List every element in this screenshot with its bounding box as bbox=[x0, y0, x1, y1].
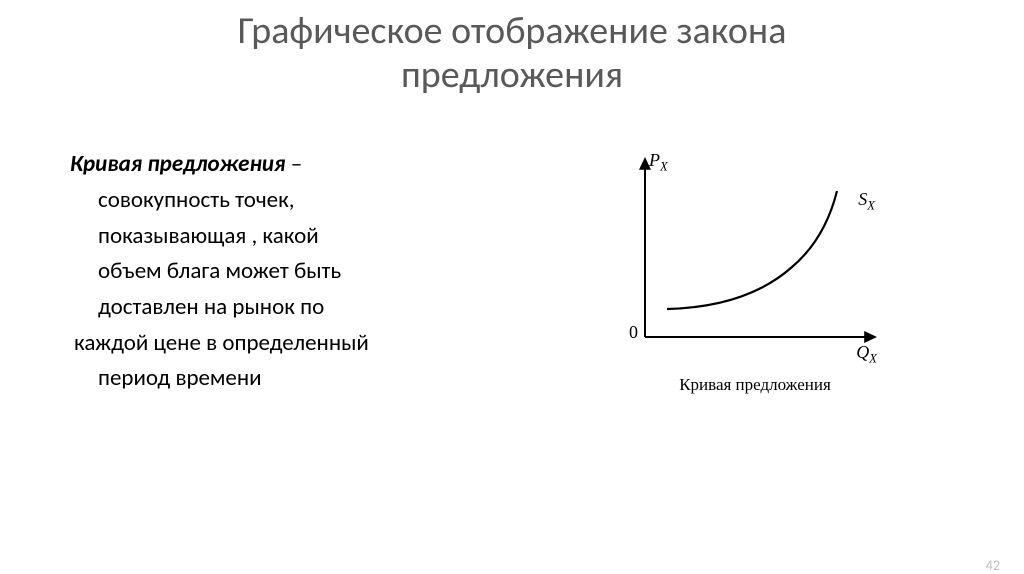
title-line-1: Графическое отображение закона bbox=[238, 8, 787, 54]
definition-line: совокупность точек, bbox=[70, 183, 500, 219]
slide: Графическое отображение закона предложен… bbox=[0, 10, 1024, 574]
definition-term: Кривая предложения bbox=[70, 150, 286, 178]
definition-line: период времени bbox=[70, 361, 500, 397]
x-axis-label-main: Q bbox=[856, 342, 869, 362]
chart-column: PX SX 0 QX Кривая предложения bbox=[500, 147, 964, 397]
y-axis-label: PX bbox=[649, 150, 668, 175]
definition-line: объем блага может быть bbox=[70, 254, 500, 290]
y-axis-label-sub: X bbox=[660, 160, 668, 174]
supply-curve bbox=[667, 191, 837, 309]
x-axis-label-sub: X bbox=[869, 352, 877, 366]
chart-svg bbox=[607, 147, 887, 357]
y-axis-label-main: P bbox=[649, 150, 660, 170]
slide-title: Графическое отображение закона предложен… bbox=[0, 10, 1024, 97]
supply-curve-chart: PX SX 0 QX Кривая предложения bbox=[607, 147, 887, 397]
definition-dash: – bbox=[291, 150, 302, 178]
page-number: 42 bbox=[986, 557, 1000, 574]
content-row: Кривая предложения – совокупность точек,… bbox=[0, 147, 1024, 397]
series-label: SX bbox=[858, 189, 875, 214]
series-label-sub: X bbox=[867, 199, 875, 213]
chart-caption: Кривая предложения bbox=[615, 375, 895, 395]
series-label-main: S bbox=[858, 189, 867, 209]
definition-line: показывающая , какой bbox=[70, 219, 500, 255]
definition-line: каждой цене в определенный bbox=[70, 326, 500, 362]
origin-label: 0 bbox=[629, 322, 638, 343]
definition-line: доставлен на рынок по bbox=[70, 290, 500, 326]
x-axis-label: QX bbox=[856, 342, 877, 367]
title-line-2: предложения bbox=[401, 52, 623, 98]
definition-term-line: Кривая предложения – bbox=[70, 147, 500, 183]
definition-block: Кривая предложения – совокупность точек,… bbox=[70, 147, 500, 396]
